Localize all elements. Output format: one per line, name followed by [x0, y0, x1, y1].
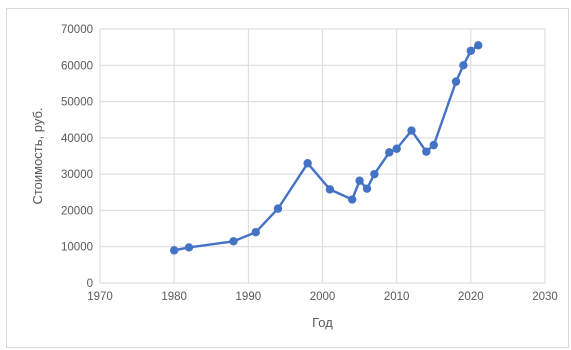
data-point — [392, 144, 401, 153]
x-tick-label: 1990 — [236, 291, 262, 303]
data-point — [273, 204, 283, 213]
data-point — [385, 148, 394, 157]
data-point — [184, 243, 194, 252]
x-tick-label: 2000 — [310, 291, 336, 303]
data-point — [370, 169, 379, 179]
x-axis-ticks: 1970 1980 1990 2000 2010 2020 2030 — [87, 291, 558, 303]
y-tick-label: 70000 — [61, 24, 93, 36]
data-point — [355, 176, 364, 185]
y-axis-ticks: 0 10000 20000 30000 40000 50000 60000 70000 — [61, 24, 93, 290]
data-point — [422, 147, 431, 156]
x-tick-label: 1970 — [87, 291, 113, 303]
x-tick-label: 1980 — [161, 291, 187, 303]
x-tick-label: 2020 — [458, 291, 484, 303]
y-tick-label: 20000 — [61, 205, 93, 217]
x-axis-title: Год — [312, 315, 333, 330]
data-point — [474, 41, 483, 50]
y-tick-label: 40000 — [61, 133, 93, 145]
x-tick-label: 2010 — [384, 291, 410, 303]
gridlines — [99, 28, 546, 284]
data-point — [169, 246, 179, 255]
data-point — [466, 46, 476, 55]
y-tick-label: 60000 — [61, 60, 93, 72]
data-point — [229, 237, 238, 246]
y-tick-label: 30000 — [61, 169, 93, 181]
data-point — [459, 61, 468, 70]
data-point — [347, 195, 357, 204]
y-tick-label: 0 — [87, 278, 93, 290]
y-axis-title: Стоимость, руб. — [30, 107, 45, 204]
series-line — [173, 44, 480, 252]
data-point — [325, 185, 335, 194]
x-tick-label: 2030 — [532, 291, 558, 303]
data-point — [407, 126, 416, 135]
data-point — [251, 228, 260, 237]
y-tick-label: 10000 — [61, 242, 93, 254]
data-point — [303, 159, 312, 168]
data-point — [429, 140, 438, 150]
data-point — [451, 77, 461, 86]
y-tick-label: 50000 — [61, 97, 93, 109]
data-point — [362, 184, 372, 193]
data-series — [169, 41, 483, 255]
